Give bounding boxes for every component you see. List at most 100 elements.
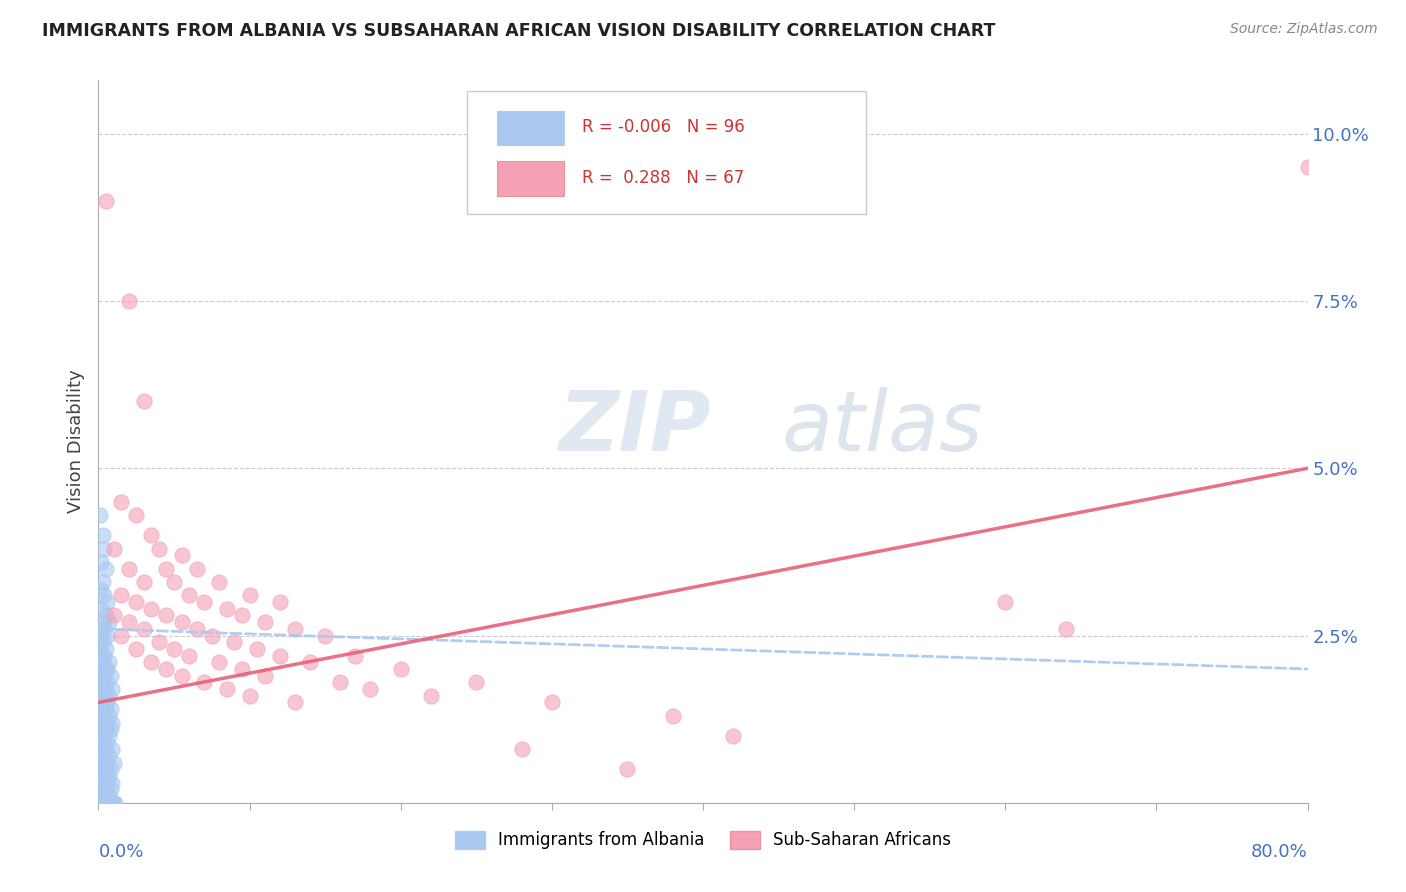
Point: [89, 796, 111, 810]
Point: [89, 715, 111, 730]
Point: [101, 742, 124, 756]
Legend: Immigrants from Albania, Sub-Saharan Africans: Immigrants from Albania, Sub-Saharan Afr…: [449, 824, 957, 856]
Text: R =  0.288   N = 67: R = 0.288 N = 67: [582, 169, 744, 186]
Point: [215, 681, 238, 696]
Point: [96, 662, 118, 676]
Point: [96, 595, 118, 609]
Point: [215, 601, 238, 615]
Point: [89, 769, 111, 783]
Point: [94, 796, 117, 810]
Point: [90, 789, 112, 804]
Point: [93, 789, 115, 804]
Point: [89, 582, 111, 596]
Point: [239, 589, 262, 603]
Point: [94, 642, 117, 657]
Point: [96, 735, 118, 749]
Point: [98, 655, 121, 669]
Point: [100, 723, 122, 737]
Point: [239, 689, 262, 703]
Point: [118, 293, 141, 308]
Bar: [498, 111, 564, 145]
Point: [93, 689, 115, 703]
Point: [90, 756, 112, 770]
Point: [89, 689, 111, 703]
Point: [91, 715, 114, 730]
Point: [224, 635, 246, 649]
Point: [284, 622, 307, 636]
Point: [110, 494, 132, 508]
Point: [89, 675, 111, 690]
Point: [91, 762, 114, 776]
Point: [94, 723, 117, 737]
Point: [93, 796, 115, 810]
Point: [389, 662, 412, 676]
Point: [93, 769, 115, 783]
Point: [90, 669, 112, 683]
Point: [344, 648, 367, 663]
Point: [155, 562, 177, 576]
Point: [201, 628, 224, 642]
Point: [179, 648, 201, 663]
Point: [269, 595, 291, 609]
Text: Source: ZipAtlas.com: Source: ZipAtlas.com: [1230, 22, 1378, 37]
Point: [118, 562, 141, 576]
Point: [94, 782, 117, 797]
Point: [96, 675, 118, 690]
Point: [98, 729, 121, 743]
Point: [284, 696, 307, 710]
Point: [231, 662, 253, 676]
Point: [193, 675, 215, 690]
Point: [91, 696, 114, 710]
Point: [253, 669, 276, 683]
Point: [93, 541, 115, 556]
Point: [89, 508, 111, 523]
Point: [91, 528, 114, 542]
Point: [90, 776, 112, 790]
Point: [125, 595, 148, 609]
Point: [420, 689, 443, 703]
Text: ZIP: ZIP: [558, 386, 710, 467]
Point: [360, 681, 382, 696]
Point: [104, 796, 127, 810]
Point: [91, 574, 114, 589]
Point: [253, 615, 276, 630]
Point: [193, 595, 215, 609]
Point: [100, 669, 122, 683]
Point: [90, 723, 112, 737]
Point: [994, 595, 1017, 609]
Point: [93, 749, 115, 764]
Point: [269, 648, 291, 663]
Point: [90, 696, 112, 710]
Point: [148, 635, 170, 649]
Point: [91, 742, 114, 756]
Point: [170, 548, 193, 563]
Point: [89, 729, 111, 743]
Point: [89, 622, 111, 636]
Point: [110, 628, 132, 642]
Point: [94, 742, 117, 756]
Point: [89, 642, 111, 657]
Point: [93, 648, 115, 663]
Point: [231, 608, 253, 623]
Point: [132, 622, 155, 636]
Point: [94, 608, 117, 623]
Point: [132, 574, 155, 589]
Point: [89, 662, 111, 676]
Point: [91, 796, 114, 810]
Point: [179, 589, 201, 603]
Point: [132, 394, 155, 409]
Bar: [498, 161, 564, 196]
Point: [141, 655, 163, 669]
Point: [94, 662, 117, 676]
Point: [96, 756, 118, 770]
Point: [96, 796, 118, 810]
Point: [98, 749, 121, 764]
Point: [208, 574, 231, 589]
Point: [93, 669, 115, 683]
Point: [93, 708, 115, 723]
Point: [616, 762, 638, 776]
Point: [91, 782, 114, 797]
Point: [98, 789, 121, 804]
Point: [98, 689, 121, 703]
Point: [93, 729, 115, 743]
